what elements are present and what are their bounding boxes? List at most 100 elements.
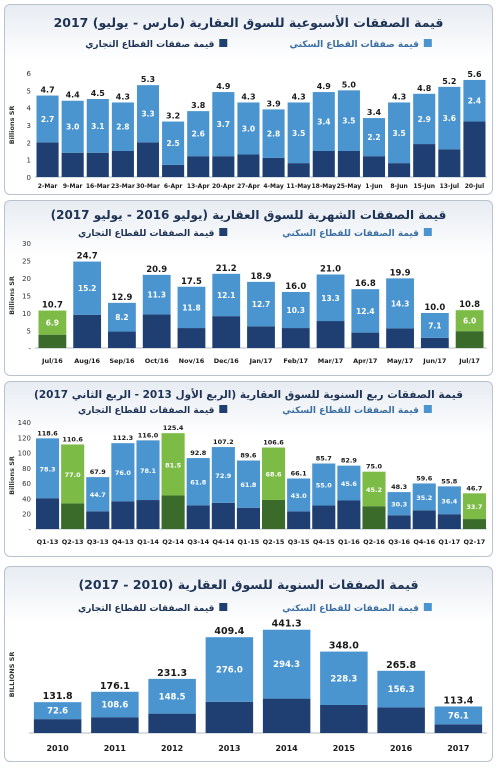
legend-swatch-commercial: [219, 39, 228, 47]
bar-group: 3.4 4.9 18-May: [311, 82, 336, 190]
bar-residential-value-label: 81.5: [165, 461, 182, 469]
bar-group: 12.7 18.9 Jan/17: [247, 272, 275, 365]
bar-residential: [462, 493, 486, 520]
bar-residential-value-label: 35.2: [416, 494, 432, 502]
bar-residential-value-label: 68.6: [266, 471, 283, 479]
bar-residential: [247, 281, 275, 327]
bar-commercial: [61, 503, 85, 529]
chart-title: قيمة الصفقات الأسبوعية للسوق العقارية (م…: [54, 15, 444, 30]
bar-residential: [351, 289, 380, 333]
bar-residential-value-label: 2.5: [166, 139, 179, 148]
y-axis-label: Billions SR: [8, 276, 16, 315]
bar-residential: [142, 274, 171, 315]
bar-total-label: 112.3: [113, 434, 134, 442]
x-tick-label: 2015: [333, 744, 356, 753]
bar-group: 148.5 231.3 2012: [148, 668, 196, 753]
y-axis-label: BILLIONS SR: [8, 652, 16, 698]
bar-commercial: [36, 498, 60, 529]
bar-commercial: [108, 331, 136, 348]
x-tick-label: Jun/17: [422, 357, 446, 365]
bar-residential-value-label: 108.6: [101, 700, 128, 710]
bar-total-label: 5.2: [442, 77, 456, 86]
x-tick-label: Q3-15: [288, 538, 310, 546]
bar-commercial: [413, 144, 436, 177]
legend-swatch-residential: [423, 228, 432, 236]
bar-residential: [337, 90, 360, 151]
bar-commercial: [377, 707, 425, 733]
bar-group: 3.0 4.3 27-Apr: [237, 92, 260, 190]
x-tick-label: 30-Mar: [136, 183, 160, 190]
x-tick-label: Q2-17: [464, 538, 486, 546]
bar-commercial: [86, 511, 110, 529]
bar-group: 2.5 3.2 6-Apr: [162, 112, 185, 190]
bar-total-label: 4.7: [40, 86, 54, 95]
bar-commercial: [73, 314, 102, 348]
y-tick-label: 1: [27, 157, 31, 165]
bar-commercial: [111, 151, 134, 177]
weekly-chart: قيمة الصفقات الأسبوعية للسوق العقارية (م…: [8, 15, 487, 190]
bar-residential: [362, 471, 386, 507]
bar-residential: [61, 444, 85, 504]
bar-residential: [86, 477, 110, 512]
bar-residential: [236, 460, 260, 508]
bar-commercial: [187, 156, 210, 177]
bar-group: 276.0 409.4 2013: [205, 626, 254, 753]
y-tick-label: 2: [27, 139, 31, 147]
x-tick-label: 9-Mar: [63, 183, 83, 190]
bar-residential-value-label: 3.5: [292, 129, 305, 138]
y-tick-label: 20: [22, 275, 31, 283]
bar-residential: [287, 478, 311, 512]
bar-residential: [262, 629, 311, 699]
bar-total-label: 110.6: [62, 435, 83, 443]
bar-total-label: 17.5: [181, 277, 202, 287]
bar-residential: [388, 102, 411, 164]
bar-total-label: 4.3: [241, 92, 255, 101]
bar-residential-value-label: 78.3: [40, 465, 56, 473]
bar-residential-value-label: 12.4: [356, 307, 375, 316]
bar-commercial: [91, 717, 139, 733]
bar-total-label: 92.8: [190, 449, 207, 457]
bar-group: 81.5 125.4 Q2-14: [161, 424, 185, 546]
bar-total-label: 4.5: [91, 89, 106, 98]
bar-total-label: 5.6: [467, 70, 482, 79]
bar-total-label: 118.6: [37, 429, 58, 437]
weekly-chart-panel: قيمة الصفقات الأسبوعية للسوق العقارية (م…: [4, 4, 493, 195]
bar-group: 294.3 441.3 2014: [262, 619, 311, 753]
y-tick-label: 6: [27, 70, 32, 78]
legend-label-residential: قيمة الصفقات للقطاع السكني: [282, 604, 419, 614]
legend-label-residential: قيمة صفقات القطاع السكني: [290, 40, 420, 50]
bar-total-label: 5.0: [342, 80, 357, 89]
chart-legend: قيمة الصفقات للقطاع السكني قيمة الصفقات ل…: [78, 405, 432, 416]
bar-residential-value-label: 76.0: [115, 469, 132, 477]
x-tick-label: Jul/17: [458, 357, 480, 365]
bar-residential: [237, 102, 260, 155]
x-tick-label: Oct/16: [145, 357, 169, 365]
bar-total-label: 21.2: [216, 264, 237, 274]
bar-commercial: [387, 515, 411, 529]
x-tick-label: 13-Jul: [440, 183, 459, 190]
bar-residential: [212, 273, 241, 317]
bar-residential: [420, 313, 449, 338]
bar-residential-value-label: 55.0: [316, 482, 333, 490]
x-tick-label: 4-May: [263, 183, 284, 190]
bar-total-label: 3.2: [166, 112, 180, 121]
bar-residential: [463, 79, 486, 122]
bar-commercial: [312, 151, 335, 177]
bar-residential: [312, 92, 335, 151]
bar-total-label: 85.7: [316, 455, 332, 463]
x-tick-label: 2017: [447, 744, 469, 753]
bar-total-label: 20.9: [146, 265, 167, 275]
bar-residential-value-label: 3.1: [91, 122, 104, 131]
bar-group: 2.8 3.9 4-May: [262, 99, 285, 190]
bar-commercial: [211, 502, 235, 529]
bar-group: 78.3 118.6 Q1-13: [36, 429, 60, 546]
bar-residential-value-label: 36.4: [441, 497, 458, 505]
x-tick-label: 16-Mar: [86, 183, 110, 190]
bar-commercial: [437, 514, 461, 529]
bar-commercial: [388, 163, 411, 177]
y-tick-label: 0: [27, 174, 31, 182]
bar-total-label: 176.1: [100, 681, 130, 692]
y-axis-label: Billions SR: [8, 106, 16, 145]
bar-total-label: 10.0: [424, 303, 445, 313]
y-tick-label: 5: [27, 328, 31, 336]
